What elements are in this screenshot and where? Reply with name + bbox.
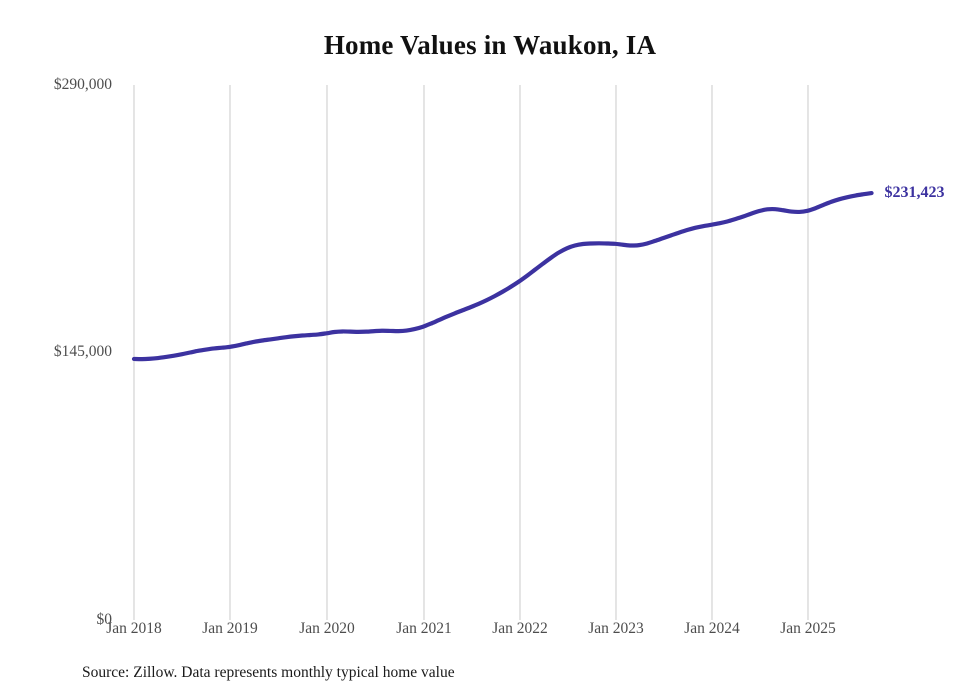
x-tick-label-jan-2024: Jan 2024 (684, 620, 740, 637)
home-value-line (131, 190, 874, 362)
y-tick-label-mid: $145,000 (53, 343, 112, 360)
y-axis: $290,000 $145,000 $0 (0, 0, 112, 699)
end-value-annotation: $231,423 (884, 184, 945, 202)
chart-title: Home Values in Waukon, IA (323, 30, 657, 60)
x-tick-label-jan-2019: Jan 2019 (202, 620, 258, 637)
y-tick-label-bottom: $0 (96, 611, 113, 628)
x-tick-label-jan-2022: Jan 2022 (492, 620, 548, 637)
source-caption: Source: Zillow. Data represents monthly … (82, 664, 455, 681)
x-tick-label-jan-2020: Jan 2020 (299, 620, 355, 637)
x-tick-label-jan-2018: Jan 2018 (106, 620, 162, 637)
x-tick-label-jan-2023: Jan 2023 (588, 620, 644, 637)
y-tick-label-top: $290,000 (53, 76, 112, 93)
x-tick-label-jan-2021: Jan 2021 (396, 620, 452, 637)
x-tick-label-jan-2025: Jan 2025 (780, 620, 836, 637)
gridlines (133, 85, 809, 620)
